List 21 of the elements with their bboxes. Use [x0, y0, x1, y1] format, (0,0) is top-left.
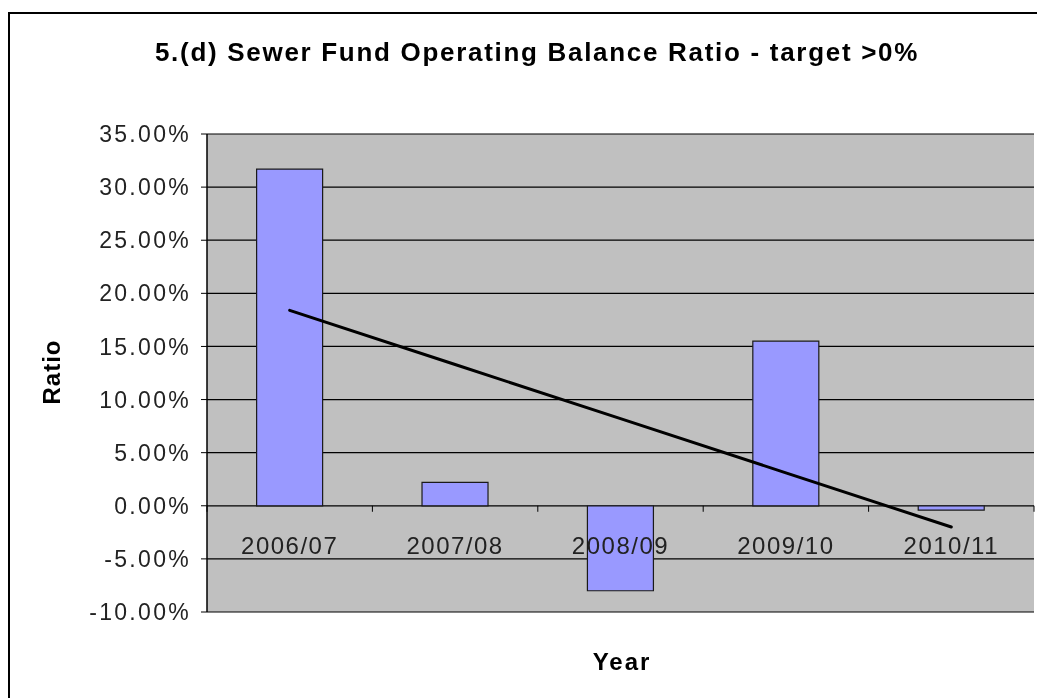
x-tick-label: 2007/08 — [406, 532, 504, 560]
x-tick-label: 2006/07 — [241, 532, 339, 560]
bar — [421, 481, 489, 507]
bar — [256, 168, 324, 507]
bar — [917, 505, 985, 511]
y-tick-label: 0.00% — [114, 492, 191, 519]
y-tick-label: 15.00% — [99, 333, 191, 360]
y-tick-label: 5.00% — [114, 439, 191, 466]
chart-title: 5.(d) Sewer Fund Operating Balance Ratio - target >0% — [153, 37, 921, 67]
x-tick-label: 2010/11 — [903, 532, 1000, 560]
x-tick-label: 2009/10 — [737, 532, 835, 560]
y-tick-label: 10.00% — [99, 386, 191, 413]
y-tick-label: -5.00% — [104, 546, 191, 573]
bar — [752, 340, 820, 507]
y-tick-label: 25.00% — [99, 227, 191, 254]
y-tick-label: 30.00% — [99, 174, 191, 201]
y-tick-label: 20.00% — [99, 280, 191, 307]
y-axis-title: Ratio — [38, 339, 65, 405]
x-axis-title: Year — [592, 648, 652, 675]
y-tick-label: -10.00% — [89, 599, 191, 626]
y-tick-label: 35.00% — [99, 121, 191, 148]
